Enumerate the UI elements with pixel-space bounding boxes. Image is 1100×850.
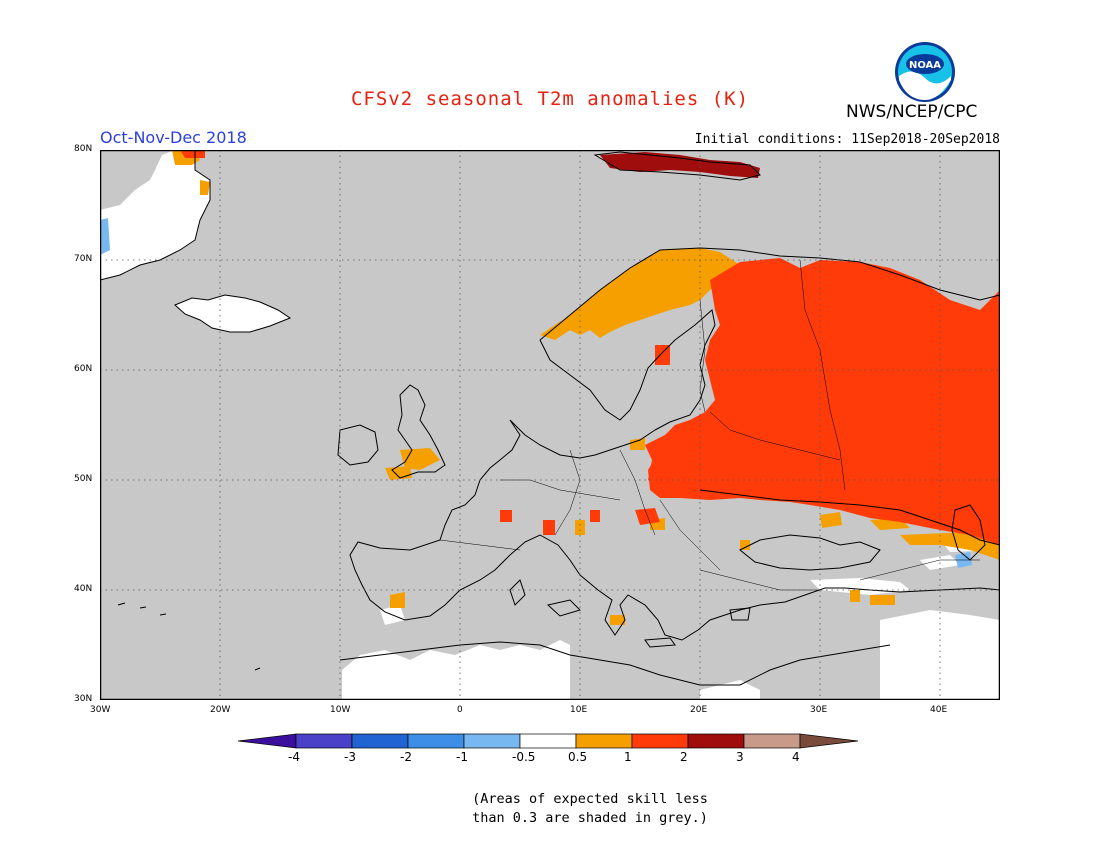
colorbar-arrow-high — [799, 733, 859, 749]
graticule — [100, 150, 1000, 700]
colorbar-swatch — [575, 733, 633, 749]
lon-tick-label: 30W — [90, 705, 111, 715]
lon-tick-label: 30E — [810, 705, 828, 715]
colorbar-swatch — [407, 733, 465, 749]
lat-tick-label: 60N — [74, 364, 93, 374]
noaa-logo: NOAA — [895, 42, 955, 102]
footnote-line-1: (Areas of expected skill less — [472, 791, 708, 807]
colorbar-tick-label: -1 — [456, 750, 468, 764]
anomaly-map — [100, 150, 1000, 700]
anomaly-0.5-1-areas — [172, 150, 1000, 625]
colorbar-swatch — [687, 733, 745, 749]
colorbar-tick-label: -2 — [400, 750, 412, 764]
colorbar-tick-label: -3 — [344, 750, 356, 764]
colorbar-tick-label: -4 — [288, 750, 300, 764]
lon-tick-label: 10E — [570, 705, 588, 715]
colorbar-tick-label: 0.5 — [568, 750, 588, 764]
lon-tick-label: 20W — [210, 705, 231, 715]
lon-tick-label: 40E — [930, 705, 948, 715]
map-title: CFSv2 seasonal T2m anomalies (K) — [350, 88, 750, 110]
colorbar-tick-label: -0.5 — [512, 750, 536, 764]
colorbar-swatch — [631, 733, 689, 749]
colorbar-swatch — [295, 733, 353, 749]
coastlines — [100, 150, 1000, 686]
lat-tick-label: 70N — [74, 254, 93, 264]
colorbar-swatch — [463, 733, 521, 749]
colorbar-tick-label: 3 — [736, 750, 744, 764]
logo-text: NOAA — [909, 60, 941, 71]
colorbar-tick-label: 4 — [792, 750, 800, 764]
lat-tick-label: 80N — [74, 144, 93, 154]
lon-tick-label: 20E — [690, 705, 708, 715]
lat-tick-label: 40N — [74, 584, 93, 594]
anomaly-1-2-areas — [180, 150, 1000, 545]
lon-tick-label: 10W — [330, 705, 351, 715]
colorbar-swatch — [743, 733, 801, 749]
colorbar-tick-label: 2 — [680, 750, 688, 764]
footnote-line-2: than 0.3 are shaded in grey.) — [472, 810, 708, 826]
colorbar-swatch — [351, 733, 409, 749]
lat-tick-label: 30N — [74, 694, 93, 704]
forecast-period: Oct-Nov-Dec 2018 — [100, 128, 247, 147]
map-frame — [100, 150, 1000, 700]
agency-label: NWS/NCEP/CPC — [846, 102, 978, 122]
colorbar — [237, 733, 859, 749]
lon-tick-label: 0 — [457, 705, 463, 715]
colorbar-arrow-low — [237, 733, 297, 749]
lat-tick-label: 50N — [74, 474, 93, 484]
low-anomaly-areas — [100, 150, 1000, 700]
initial-conditions: Initial conditions: 11Sep2018-20Sep2018 — [694, 132, 1000, 147]
skill-footnote: (Areas of expected skill less than 0.3 a… — [400, 790, 780, 828]
colorbar-swatch — [519, 733, 577, 749]
colorbar-tick-label: 1 — [624, 750, 632, 764]
